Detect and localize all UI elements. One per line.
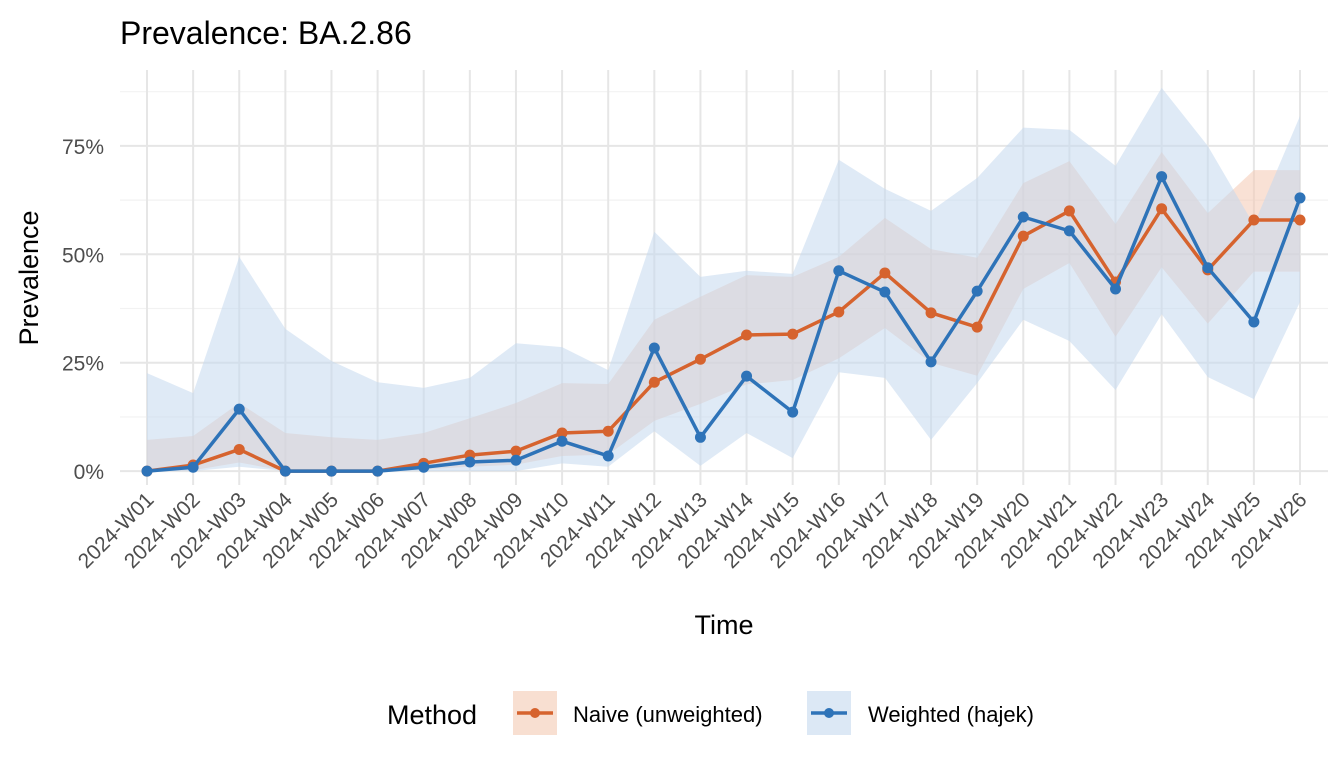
point-weighted (233, 403, 245, 415)
point-weighted (741, 370, 753, 382)
legend-point-naive (530, 708, 540, 718)
point-naive (1294, 214, 1306, 226)
point-weighted (879, 286, 891, 298)
legend-title: Method (387, 700, 477, 730)
x-axis: 2024-W012024-W022024-W032024-W042024-W05… (74, 488, 1312, 573)
point-weighted (602, 450, 614, 462)
point-weighted (141, 465, 153, 477)
point-weighted (1063, 225, 1075, 237)
point-naive (1248, 214, 1260, 226)
point-naive (787, 328, 799, 340)
point-weighted (1248, 316, 1260, 328)
point-weighted (279, 465, 291, 477)
point-weighted (925, 356, 937, 368)
point-naive (971, 321, 983, 333)
y-axis-label: Prevalence (14, 210, 44, 345)
point-weighted (648, 342, 660, 354)
point-weighted (971, 285, 983, 297)
y-tick-label: 75% (62, 136, 104, 159)
point-naive (556, 427, 568, 439)
legend-label-naive: Naive (unweighted) (573, 702, 763, 727)
point-naive (741, 329, 753, 341)
chart-title: Prevalence: BA.2.86 (120, 15, 412, 51)
point-naive (925, 307, 937, 319)
point-weighted (1017, 211, 1029, 223)
point-naive (833, 306, 845, 318)
point-naive (694, 353, 706, 365)
series-lines (141, 171, 1306, 477)
point-weighted (510, 454, 522, 466)
point-weighted (694, 431, 706, 443)
legend-label-weighted: Weighted (hajek) (868, 702, 1034, 727)
line-weighted (146, 174, 1302, 473)
point-naive (602, 425, 614, 437)
ribbons (147, 87, 1300, 472)
legend-point-weighted (824, 708, 834, 718)
point-naive (233, 443, 245, 455)
y-axis: 0% 25% 50% 75% (62, 136, 104, 484)
point-weighted (556, 435, 568, 447)
point-naive (879, 267, 891, 279)
point-naive (510, 445, 522, 457)
point-weighted (1110, 283, 1122, 295)
ribbon-weighted (147, 87, 1300, 472)
legend: Method Naive (unweighted) Weighted (haje… (387, 691, 1034, 735)
point-weighted (325, 465, 337, 477)
point-weighted (372, 465, 384, 477)
point-weighted (187, 461, 199, 473)
x-axis-label: Time (695, 610, 754, 640)
point-weighted (833, 265, 845, 277)
y-tick-label: 0% (74, 461, 104, 484)
y-tick-label: 50% (62, 244, 104, 267)
point-weighted (787, 406, 799, 418)
point-naive (1017, 230, 1029, 242)
point-naive (1063, 205, 1075, 217)
point-weighted (464, 456, 476, 468)
point-weighted (1156, 171, 1168, 183)
point-weighted (418, 461, 430, 473)
point-weighted (1202, 262, 1214, 274)
y-tick-label: 25% (62, 353, 104, 376)
point-naive (1156, 203, 1168, 215)
point-naive (648, 376, 660, 388)
point-weighted (1294, 192, 1306, 204)
